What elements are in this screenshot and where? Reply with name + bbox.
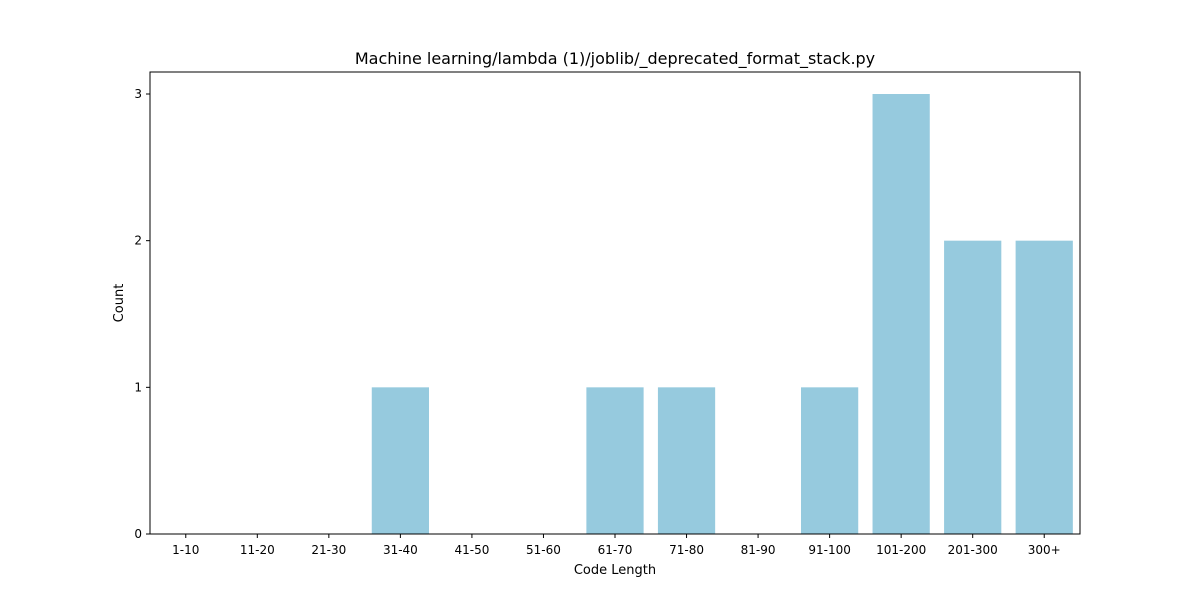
x-tick-label: 51-60 <box>526 543 561 557</box>
x-tick-label: 41-50 <box>454 543 489 557</box>
y-tick-label: 2 <box>134 234 142 248</box>
x-axis-ticks: 1-10 11-20 21-30 31-40 41-50 51-60 61-70 71-80 8… <box>172 534 1061 557</box>
x-tick-label: 1-10 <box>172 543 199 557</box>
x-axis-label: Code Length <box>574 563 656 578</box>
x-tick-label: 81-90 <box>741 543 776 557</box>
bar-201-300 <box>944 240 1002 534</box>
x-tick-label: 201-300 <box>948 543 998 557</box>
y-tick-label: 1 <box>134 380 142 394</box>
x-tick-label: 61-70 <box>598 543 633 557</box>
bar-31-40 <box>371 387 429 534</box>
x-tick-label: 101-200 <box>876 543 926 557</box>
x-tick-label: 31-40 <box>383 543 418 557</box>
y-axis-ticks: 0 1 2 3 <box>134 87 150 541</box>
bar-300+ <box>1015 240 1073 534</box>
bar-91-100 <box>801 387 859 534</box>
bars-group <box>371 94 1073 534</box>
x-tick-label: 21-30 <box>311 543 346 557</box>
bar-101-200 <box>872 94 930 534</box>
y-axis-label: Count <box>112 284 127 323</box>
y-tick-label: 3 <box>134 87 142 101</box>
bar-71-80 <box>657 387 716 534</box>
y-tick-label: 0 <box>134 527 142 541</box>
bar-61-70 <box>586 387 644 534</box>
x-tick-label: 91-100 <box>808 543 851 557</box>
x-tick-label: 300+ <box>1028 543 1061 557</box>
x-tick-label: 71-80 <box>669 543 704 557</box>
x-tick-label: 11-20 <box>240 543 275 557</box>
chart-title: Machine learning/lambda (1)/joblib/_depr… <box>355 49 875 69</box>
